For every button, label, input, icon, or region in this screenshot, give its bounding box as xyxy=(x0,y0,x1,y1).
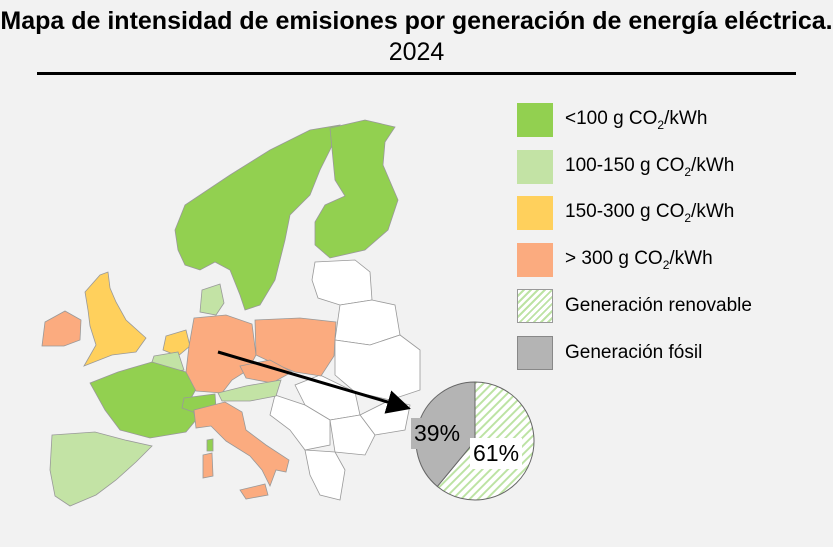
country-ireland xyxy=(41,310,82,347)
title-year: 2024 xyxy=(388,38,445,66)
eastern-europe-outlines xyxy=(269,259,421,501)
country-sicily xyxy=(239,483,269,500)
title-divider xyxy=(37,72,796,75)
legend-sub: 2 xyxy=(662,257,670,272)
legend-item: 150-300 g CO2/kWh xyxy=(517,190,752,237)
legend-item: Generación fósil xyxy=(517,330,752,377)
pie-label-renewable: 61% xyxy=(470,438,523,469)
country-sardinia xyxy=(202,452,214,479)
legend-swatch xyxy=(517,335,553,370)
country-uk xyxy=(83,271,147,367)
country-denmark xyxy=(199,283,225,316)
legend-label: 150-300 g CO xyxy=(565,201,685,223)
legend-label: Generación fósil xyxy=(565,341,703,363)
pie-link-arrow xyxy=(217,350,411,414)
legend-swatch xyxy=(517,103,553,138)
country-norway-sweden xyxy=(174,124,341,311)
country-spain-portugal xyxy=(49,431,153,507)
legend-sub: 2 xyxy=(657,118,665,133)
pie-label-fossil: 39% xyxy=(411,418,464,449)
legend-unit: /kWh xyxy=(664,108,708,130)
legend-label: <100 g CO xyxy=(565,108,658,130)
legend-item: 100-150 g CO2/kWh xyxy=(517,144,752,191)
legend-unit: /kWh xyxy=(691,201,735,223)
country-netherlands xyxy=(162,329,191,357)
legend-swatch xyxy=(517,149,553,184)
country-czechia xyxy=(239,359,293,384)
legend-unit: /kWh xyxy=(691,154,735,176)
country-italy xyxy=(193,401,290,487)
title-main: Mapa de intensidad de emisiones por gene… xyxy=(0,7,833,35)
legend-sub: 2 xyxy=(684,164,692,179)
legend-label: 100-150 g CO xyxy=(565,154,685,176)
legend-item: > 300 g CO2/kWh xyxy=(517,237,752,284)
countries xyxy=(41,119,399,507)
legend-label: > 300 g CO xyxy=(565,247,663,269)
legend-swatch-hatch xyxy=(517,289,553,324)
country-austria xyxy=(217,379,282,402)
country-finland xyxy=(314,119,399,259)
legend-swatch xyxy=(517,242,553,277)
legend-sub: 2 xyxy=(684,211,692,226)
country-poland xyxy=(254,317,337,377)
country-corsica xyxy=(206,438,214,452)
legend-swatch xyxy=(517,196,553,231)
legend-item: Generación renovable xyxy=(517,283,752,330)
legend-item: <100 g CO2/kWh xyxy=(517,97,752,144)
legend-unit: /kWh xyxy=(669,247,713,269)
legend: <100 g CO2/kWh 100-150 g CO2/kWh 150-300… xyxy=(517,97,752,376)
legend-label: Generación renovable xyxy=(565,295,752,317)
page-title: Mapa de intensidad de emisiones por gene… xyxy=(0,6,833,68)
